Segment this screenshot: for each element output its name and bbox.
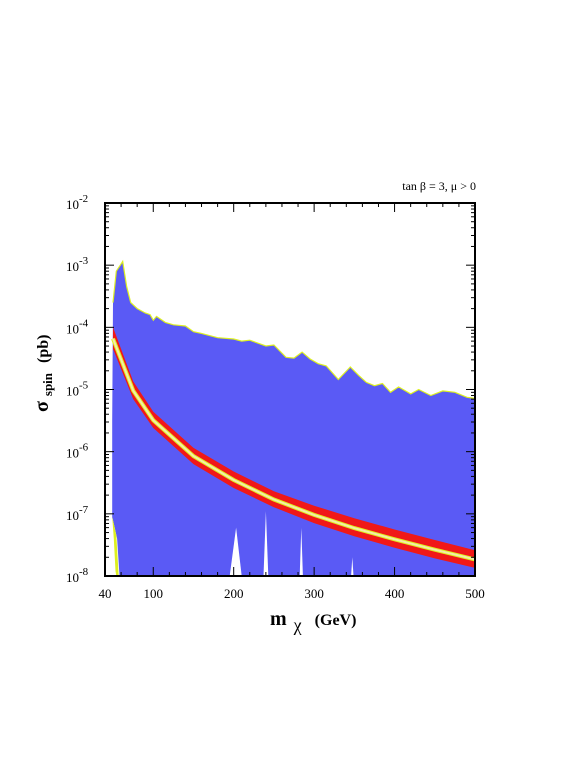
y-tick-label: 10-3 [66,255,89,274]
x-tick-label: 200 [224,586,244,601]
white-gap-1 [263,511,269,576]
center-line [112,338,476,561]
x-tick-label: 400 [385,586,405,601]
x-axis-title: m χ (GeV) [270,608,356,636]
x-axis-subscript: χ [293,615,302,635]
y-axis-unit: (pb) [35,335,52,363]
x-tick-label: 300 [304,586,324,601]
x-tick-label: 40 [99,586,112,601]
white-gap-2 [299,527,303,576]
y-tick-label: 10-4 [66,317,89,336]
y-tick-label: 10-2 [66,193,88,212]
annotation-tan-beta: tan β = 3, μ > 0 [402,179,476,193]
blue-region-edge [112,259,476,399]
y-axis-symbol: σ [31,401,53,412]
x-axis-unit: (GeV) [315,612,357,629]
blue-region [112,261,475,576]
y-tick-labels: 10-8 10-7 10-6 10-5 10-4 10-3 10-2 [66,193,89,585]
y-axis-subscript: spin [40,372,55,396]
white-gap-0 [229,527,242,576]
y-tick-label: 10-6 [66,442,89,461]
x-tick-labels: 40 100 200 300 400 500 [99,586,485,601]
yellow-sliver [112,516,119,576]
y-tick-label: 10-7 [66,504,89,523]
white-gap-3 [351,557,354,576]
y-tick-label: 10-5 [66,380,89,399]
data-layer [111,259,476,576]
x-tick-label: 100 [144,586,164,601]
plot-frame [104,202,476,577]
y-tick-label: 10-8 [66,566,89,585]
y-axis-title: σ spin (pb) [31,335,57,412]
x-axis-symbol: m [270,608,287,630]
x-tick-label: 500 [465,586,485,601]
